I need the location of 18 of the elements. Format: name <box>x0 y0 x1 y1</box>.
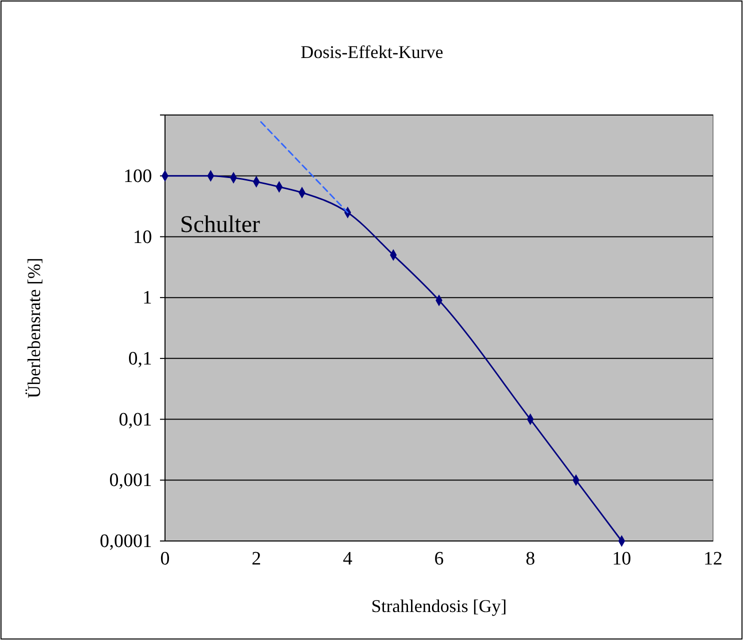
x-tick-label: 12 <box>704 548 722 570</box>
y-tick-label: 100 <box>124 166 152 187</box>
y-tick-label: 0,0001 <box>100 531 152 552</box>
x-tick-label: 6 <box>434 548 444 570</box>
y-tick-label: 1 <box>142 288 152 309</box>
x-tick-label: 10 <box>612 548 632 570</box>
annotation: Schulter <box>180 212 260 238</box>
chart-title: Dosis-Effekt-Kurve <box>300 42 444 62</box>
y-tick-label: 0,01 <box>118 409 152 430</box>
x-axis-title: Strahlendosis [Gy] <box>371 596 507 616</box>
y-tick-label: 0,1 <box>128 348 152 370</box>
x-tick-label: 8 <box>526 548 536 570</box>
y-axis-title: Überlebensrate [%] <box>24 258 44 398</box>
x-tick-label: 0 <box>160 548 170 570</box>
y-tick-label: 0,001 <box>109 470 152 492</box>
x-tick-label: 2 <box>252 548 262 570</box>
x-tick-label: 4 <box>342 548 353 570</box>
y-tick-label: 10 <box>133 226 152 248</box>
